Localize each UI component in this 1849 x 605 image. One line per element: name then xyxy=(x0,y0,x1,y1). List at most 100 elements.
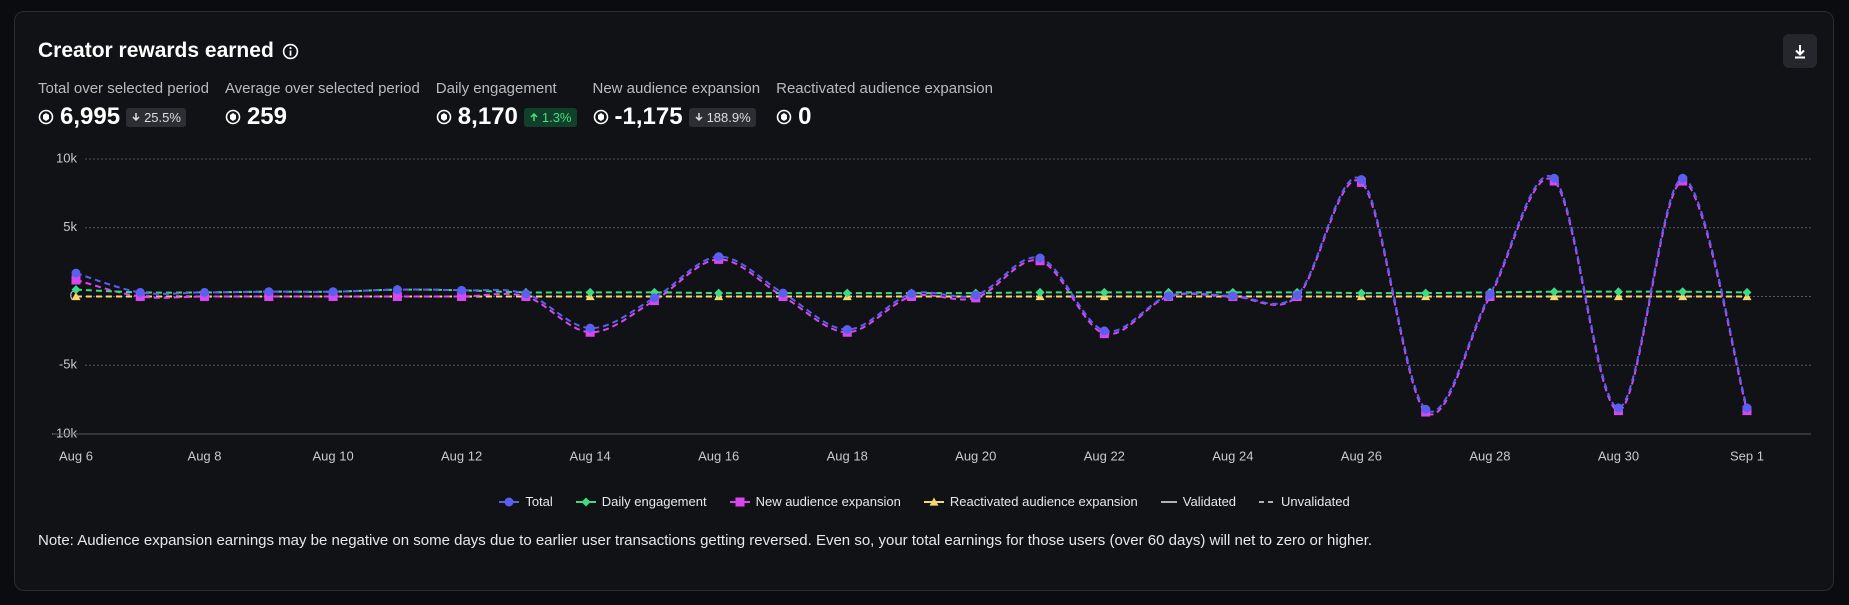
point xyxy=(328,287,338,297)
legend-label: Unvalidated xyxy=(1281,494,1350,509)
stat: New audience expansion -1,175 188.9% xyxy=(593,80,761,131)
stat-row: -1,175 188.9% xyxy=(593,103,761,131)
legend-item: Validated xyxy=(1160,494,1236,509)
title-text: Creator rewards earned xyxy=(38,39,274,62)
stat-value: 6,995 xyxy=(60,103,121,130)
point xyxy=(71,292,81,301)
legend-label: Daily engagement xyxy=(601,494,707,509)
x-tick-label: Aug 10 xyxy=(312,448,353,463)
point xyxy=(1742,403,1752,413)
coin-icon xyxy=(225,109,241,125)
legend-swatch xyxy=(923,497,944,506)
point xyxy=(1292,290,1302,300)
legend-label: Reactivated audience expansion xyxy=(949,494,1138,509)
point xyxy=(457,292,467,301)
coin-icon xyxy=(38,109,54,125)
point xyxy=(457,285,467,295)
card: Creator rewards earned Total over select… xyxy=(14,11,1834,591)
y-tick-label: -10k xyxy=(52,425,78,440)
legend-item: Daily engagement xyxy=(575,494,707,509)
y-tick-label: 5k xyxy=(63,219,77,234)
point xyxy=(649,293,659,303)
x-tick-label: Aug 22 xyxy=(1084,448,1125,463)
x-tick-label: Aug 28 xyxy=(1469,448,1510,463)
point xyxy=(714,288,724,298)
x-tick-label: Aug 24 xyxy=(1212,448,1253,463)
point xyxy=(1356,175,1366,185)
point xyxy=(1099,287,1109,297)
note: Note: Audience expansion earnings may be… xyxy=(38,532,1373,549)
point xyxy=(778,288,788,298)
stat-label: Daily engagement xyxy=(435,80,557,97)
point xyxy=(585,287,595,297)
coin-icon xyxy=(593,109,608,125)
legend-item: Total xyxy=(498,494,553,509)
point xyxy=(907,289,916,299)
legend-swatch xyxy=(1259,500,1276,503)
point xyxy=(929,497,939,506)
stat-change: 25.5% xyxy=(126,107,186,127)
point xyxy=(135,287,145,297)
coin-icon xyxy=(436,109,452,125)
legend-item: Unvalidated xyxy=(1258,494,1350,509)
stat-change-text: 25.5% xyxy=(144,109,181,125)
x-tick-label: Aug 30 xyxy=(1598,448,1639,463)
stat-change-text: 1.3% xyxy=(541,109,572,125)
point xyxy=(1613,403,1623,413)
point xyxy=(1421,404,1431,414)
point xyxy=(264,287,274,297)
download-button[interactable] xyxy=(1783,34,1817,68)
stat: Average over selected period 259 xyxy=(225,80,420,131)
x-tick-label: Aug 20 xyxy=(955,448,996,463)
x-tick-label: Aug 18 xyxy=(827,448,868,463)
x-tick-label: Aug 8 xyxy=(188,448,222,463)
point xyxy=(585,323,595,333)
point xyxy=(714,252,724,262)
point xyxy=(1678,287,1688,297)
download-icon xyxy=(1795,45,1805,59)
point xyxy=(1421,288,1431,298)
point xyxy=(1164,291,1174,301)
stat-row: 8,170 1.3% xyxy=(436,103,577,131)
point xyxy=(1549,287,1559,297)
point xyxy=(1099,326,1109,336)
stat-value: 259 xyxy=(246,103,287,130)
point xyxy=(392,292,402,301)
info-icon[interactable] xyxy=(282,43,299,60)
legend-swatch xyxy=(499,497,520,506)
y-tick-label: -5k xyxy=(59,357,78,372)
trend-arrow xyxy=(530,112,538,121)
point xyxy=(1678,173,1688,183)
point xyxy=(1549,173,1559,183)
legend-label: New audience expansion xyxy=(755,494,901,509)
point xyxy=(1228,291,1238,301)
legend-label: Total xyxy=(525,494,553,509)
x-tick-label: Sep 1 xyxy=(1730,448,1764,463)
trend-arrow xyxy=(132,112,140,121)
stats: Total over selected period 6,995 25.5% Aver… xyxy=(38,80,993,131)
stat-value: 8,170 xyxy=(457,103,518,130)
stat-change: 188.9% xyxy=(688,107,756,127)
x-tick-label: Aug 26 xyxy=(1341,448,1382,463)
point xyxy=(71,268,81,278)
y-tick-label: 10k xyxy=(56,150,77,165)
legend-swatch xyxy=(729,497,750,506)
point xyxy=(328,292,338,301)
point xyxy=(1613,287,1623,297)
stat-value: 0 xyxy=(798,103,812,130)
x-tick-label: Aug 16 xyxy=(698,448,739,463)
trend-arrow xyxy=(695,112,703,121)
point xyxy=(504,497,514,506)
legend-item: New audience expansion xyxy=(729,494,901,509)
legend-swatch xyxy=(575,497,596,506)
y-tick-label: 0 xyxy=(70,288,77,303)
point xyxy=(1356,288,1366,298)
stat-label: Average over selected period xyxy=(224,80,420,97)
x-tick-label: Aug 6 xyxy=(59,448,93,463)
stat-row: 0 xyxy=(776,103,993,131)
stat-change: 1.3% xyxy=(523,107,577,127)
stat-label: New audience expansion xyxy=(592,80,761,97)
stat-label: Total over selected period xyxy=(38,80,209,97)
stat-change-text: 188.9% xyxy=(706,109,751,125)
